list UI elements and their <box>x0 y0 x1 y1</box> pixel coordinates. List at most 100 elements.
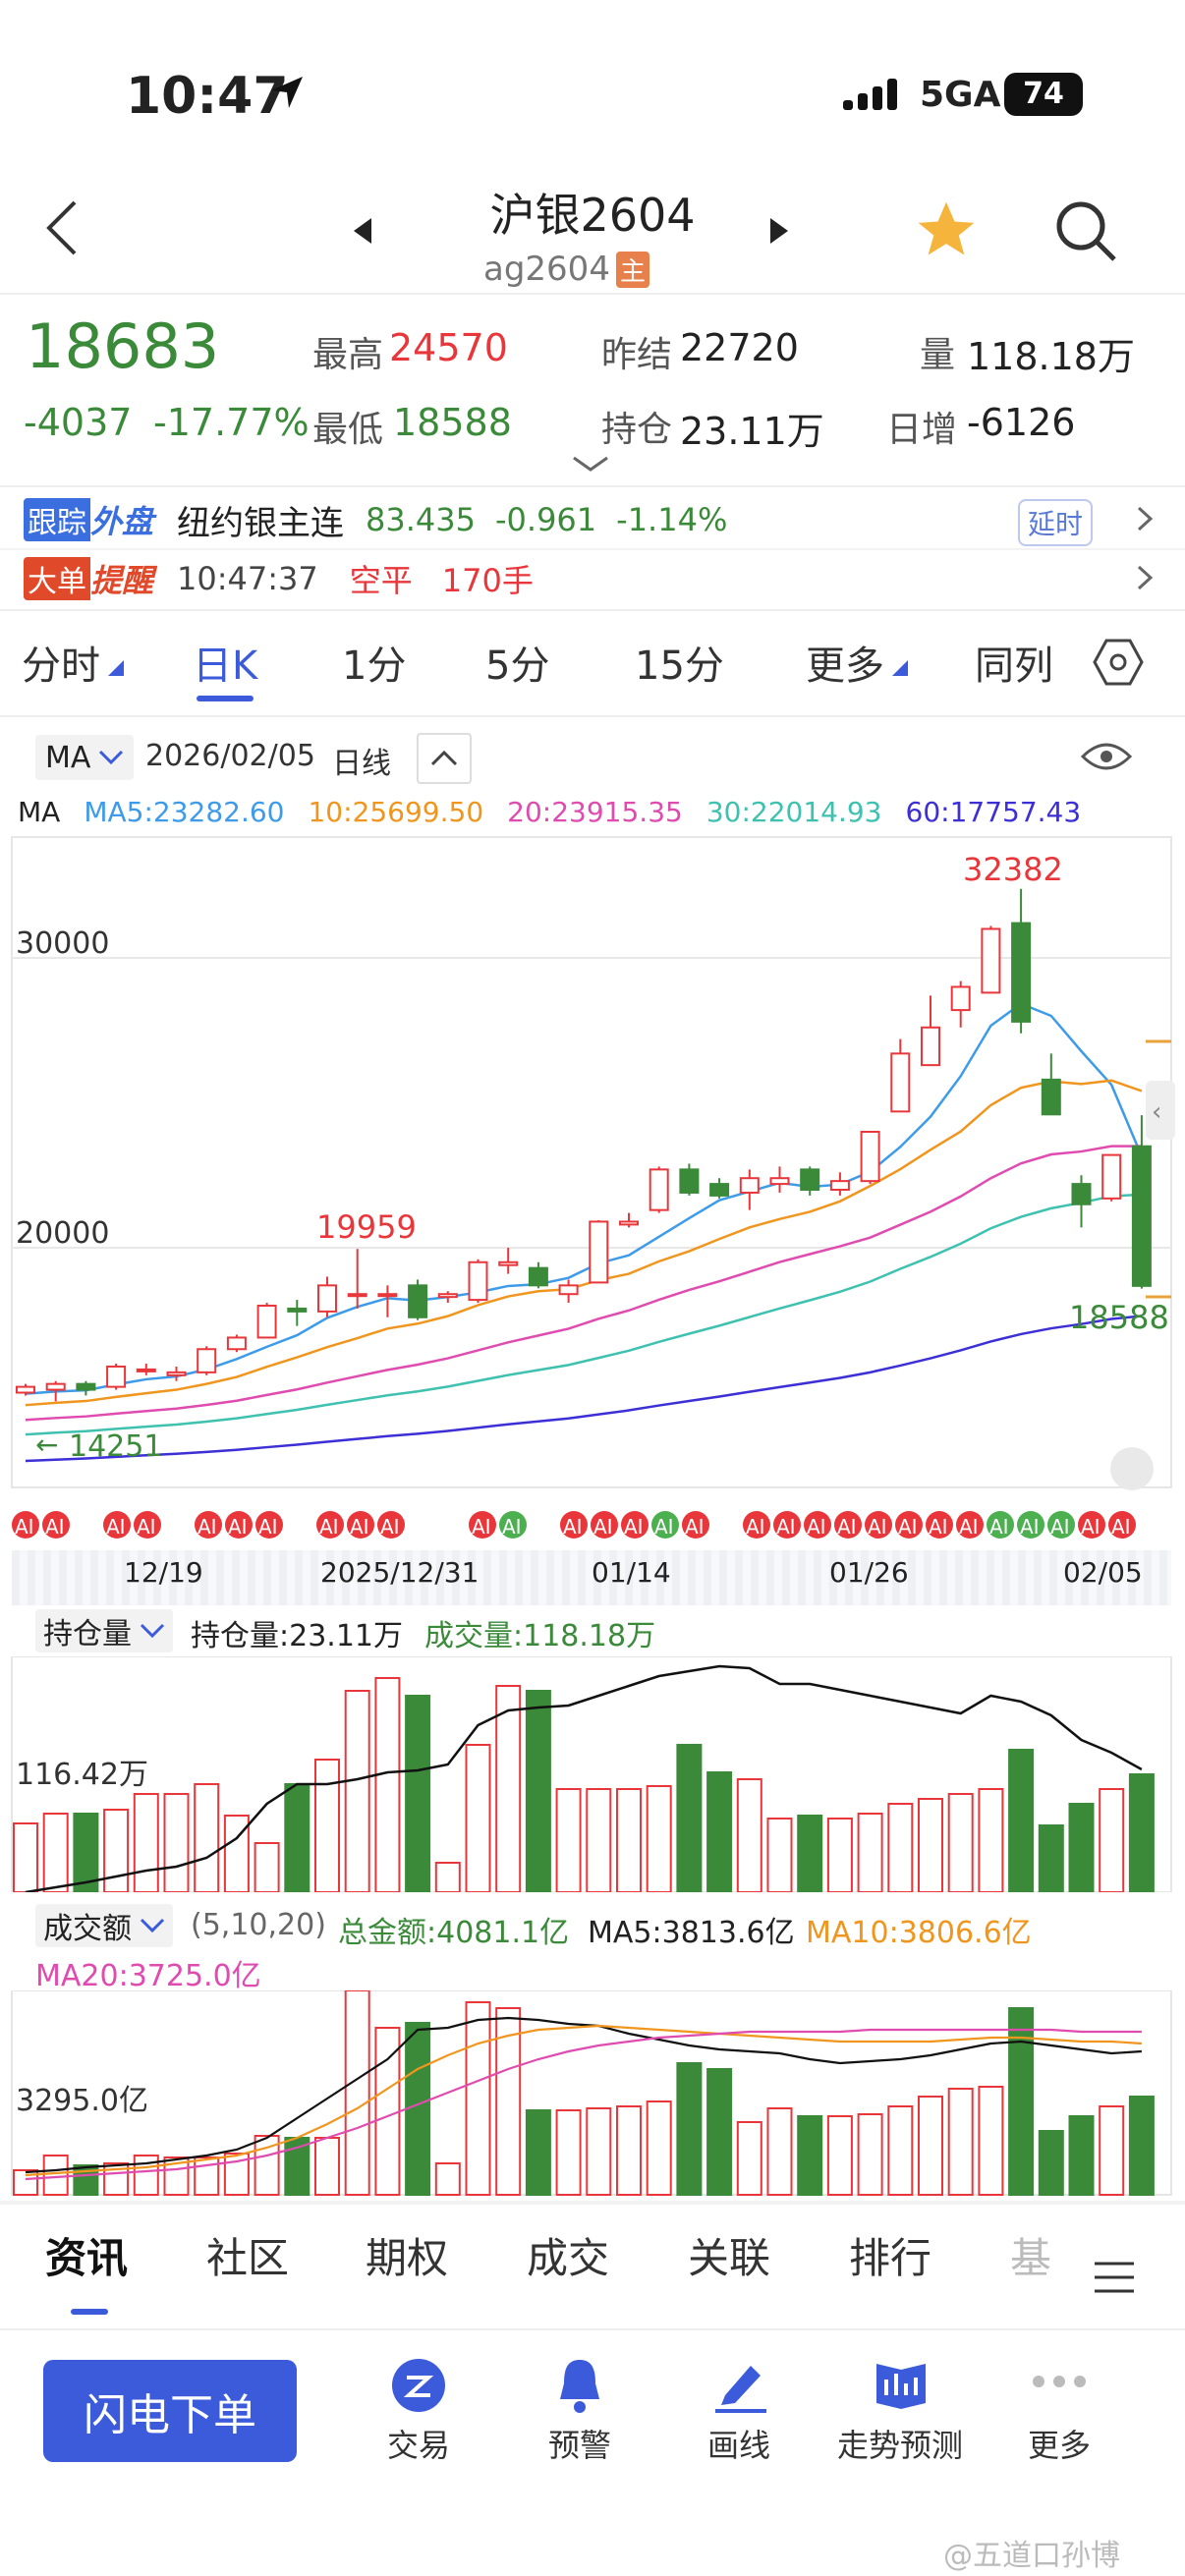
turnover-bar <box>525 2109 551 2196</box>
ai-marker[interactable] <box>773 1511 801 1539</box>
settings-hexagon-icon[interactable] <box>1093 637 1144 692</box>
eye-icon[interactable] <box>1080 739 1133 778</box>
tab-options[interactable]: 期权 <box>366 2234 449 2282</box>
ai-marker[interactable] <box>1108 1511 1136 1539</box>
ai-marker[interactable] <box>956 1511 984 1539</box>
tab-timeshare-caret-icon <box>108 660 124 680</box>
back-icon[interactable] <box>39 196 85 263</box>
ai-marker[interactable] <box>926 1511 953 1539</box>
ai-marker[interactable] <box>682 1511 709 1539</box>
tab-ranking[interactable]: 排行 <box>849 2234 932 2282</box>
ai-marker[interactable] <box>1078 1511 1105 1539</box>
ai-marker[interactable] <box>651 1511 679 1539</box>
ai-marker[interactable] <box>560 1511 588 1539</box>
ai-marker[interactable] <box>377 1511 405 1539</box>
chart-date: 2026/02/05 <box>145 739 315 773</box>
big-order-arrow-icon[interactable] <box>1136 564 1154 595</box>
menu-icon[interactable] <box>1095 2260 1134 2299</box>
ai-marker[interactable] <box>134 1511 161 1539</box>
big-order-row[interactable]: 大单 提醒 10:47:37 空平 170手 <box>24 554 534 603</box>
reminder-tag: 提醒 <box>90 562 154 599</box>
ai-marker[interactable] <box>316 1511 344 1539</box>
ai-marker[interactable] <box>804 1511 831 1539</box>
foreign-change: -0.961 <box>494 501 597 538</box>
more-dots-icon[interactable] <box>1032 2374 1087 2392</box>
trade-icon[interactable] <box>391 2358 446 2417</box>
ai-marker[interactable] <box>225 1511 253 1539</box>
tab-5min[interactable]: 5分 <box>485 644 550 689</box>
tab-daily-k[interactable]: 日K <box>193 644 258 689</box>
candlestick-chart[interactable]: 30000 20000 32382 19959 18588 14251 ← ‹ <box>0 835 1185 1493</box>
forecast-book-icon[interactable] <box>873 2356 930 2417</box>
ai-marker[interactable] <box>743 1511 770 1539</box>
turnover-bar <box>1128 2096 1155 2196</box>
oi-dropdown[interactable]: 持仓量 <box>35 1609 173 1652</box>
volume-value: 118.18万 <box>967 335 1135 378</box>
prev-contract-icon[interactable] <box>350 216 375 250</box>
expand-chevron-icon[interactable] <box>572 454 609 477</box>
alert-label[interactable]: 预警 <box>547 2427 611 2464</box>
ai-marker[interactable] <box>621 1511 649 1539</box>
search-icon[interactable] <box>1051 196 1120 269</box>
candle <box>377 1293 398 1298</box>
ai-markers-row[interactable]: AI AI AI AI AI AI AI AI AI AI AI AI AI AI AI AI AI AI AI AI… <box>0 1505 1185 1544</box>
indicator-dropdown[interactable]: MA <box>35 735 134 780</box>
tab-timeshare[interactable]: 分时 <box>22 644 100 689</box>
volume-bar <box>1008 1749 1035 1892</box>
ai-marker-text: AI <box>198 1515 217 1539</box>
scroll-right-tab[interactable] <box>1146 1081 1175 1140</box>
ai-marker[interactable] <box>1047 1511 1075 1539</box>
ai-marker[interactable] <box>834 1511 862 1539</box>
oi-value: 23.11万 <box>680 410 824 453</box>
more-label[interactable]: 更多 <box>1027 2427 1091 2464</box>
ai-marker[interactable] <box>591 1511 618 1539</box>
candle <box>287 1307 308 1313</box>
tab-trades[interactable]: 成交 <box>527 2234 610 2282</box>
quick-order-button[interactable]: 闪电下单 <box>43 2360 297 2462</box>
ai-marker[interactable] <box>469 1511 496 1539</box>
turnover-bar <box>194 2156 220 2196</box>
foreign-arrow-icon[interactable] <box>1136 505 1154 536</box>
ai-marker[interactable] <box>12 1511 39 1539</box>
ma60-value: 60:17757.43 <box>905 796 1082 828</box>
turnover-chart[interactable]: 3295.0亿 <box>0 1990 1185 2207</box>
volume-value-label: 成交量:118.18万 <box>424 1619 656 1653</box>
ai-marker[interactable] <box>195 1511 222 1539</box>
alert-bell-icon[interactable] <box>552 2356 607 2419</box>
tab-community[interactable]: 社区 <box>206 2234 290 2282</box>
tab-15min[interactable]: 15分 <box>635 644 724 689</box>
tab-related[interactable]: 关联 <box>688 2234 771 2282</box>
turnover-dropdown[interactable]: 成交额 <box>35 1904 173 1947</box>
next-contract-icon[interactable] <box>766 216 792 250</box>
oi-volume-chart[interactable]: 116.42万 <box>0 1656 1185 1892</box>
tab-news[interactable]: 资讯 <box>45 2234 129 2282</box>
foreign-market-row[interactable]: 跟踪 外盘 纽约银主连 83.435 -0.961 -1.14% <box>24 495 727 544</box>
volume-label: 量 <box>920 335 956 375</box>
draw-label[interactable]: 画线 <box>706 2427 770 2464</box>
location-icon <box>267 73 307 116</box>
favorite-star-icon[interactable] <box>912 196 981 267</box>
ai-marker[interactable] <box>347 1511 374 1539</box>
candle <box>769 1177 790 1186</box>
tab-basis[interactable]: 基 <box>1010 2234 1052 2282</box>
tab-more[interactable]: 更多 <box>806 644 884 689</box>
draw-line-icon[interactable] <box>711 2356 770 2419</box>
turnover-ma5: MA5:3813.6亿 <box>588 1916 795 1950</box>
ai-marker[interactable] <box>255 1511 283 1539</box>
change-pct: -17.77% <box>153 401 310 444</box>
forecast-label[interactable]: 走势预测 <box>836 2427 963 2464</box>
ai-marker[interactable] <box>499 1511 527 1539</box>
ai-marker[interactable] <box>895 1511 923 1539</box>
ai-marker[interactable] <box>987 1511 1014 1539</box>
trade-label[interactable]: 交易 <box>386 2427 450 2464</box>
tab-1min[interactable]: 1分 <box>342 644 407 689</box>
turnover-ma-line <box>25 2016 1142 2174</box>
ai-marker[interactable] <box>865 1511 892 1539</box>
fullscreen-icon[interactable] <box>1110 1447 1154 1490</box>
ai-marker[interactable] <box>103 1511 131 1539</box>
ma-line <box>25 1315 1143 1463</box>
collapse-button[interactable] <box>417 733 472 784</box>
ai-marker[interactable] <box>42 1511 70 1539</box>
tab-same-list[interactable]: 同列 <box>975 644 1053 689</box>
ai-marker[interactable] <box>1017 1511 1044 1539</box>
